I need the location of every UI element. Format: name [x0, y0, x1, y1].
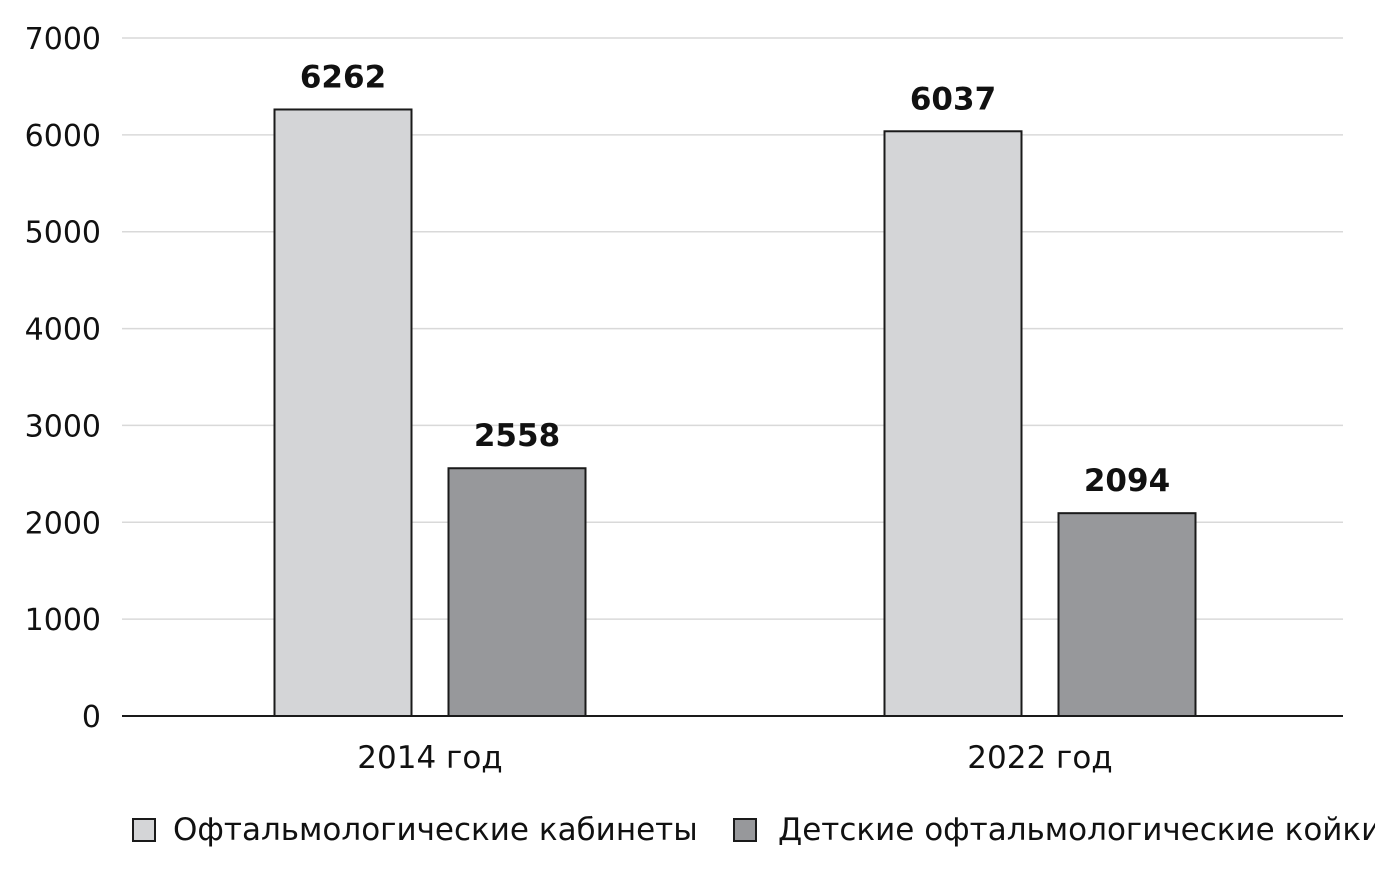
y-tick-label: 7000: [25, 22, 101, 57]
bar: [447, 467, 587, 718]
legend-label: Офтальмологические кабинеты: [173, 812, 698, 848]
y-tick-label: 2000: [25, 506, 101, 541]
bars: 6262 2558 6037 2094: [273, 59, 1197, 718]
y-tick-label: 5000: [25, 216, 101, 251]
legend-swatch: [733, 818, 757, 842]
y-tick-label: 3000: [25, 409, 101, 444]
data-label: 2558: [474, 418, 560, 454]
data-label: 6037: [910, 81, 996, 117]
bar: [273, 108, 413, 717]
y-tick-label: 1000: [25, 603, 101, 638]
y-tick-label: 4000: [25, 313, 101, 348]
bar: [883, 130, 1023, 717]
data-label: 6262: [300, 59, 386, 95]
y-axis: 0 1000 2000 3000 4000 5000 6000 7000: [25, 22, 101, 735]
legend-swatch: [132, 818, 156, 842]
bar: [1057, 512, 1197, 718]
x-axis: 2014 год 2022 год: [122, 715, 1343, 776]
legend-label: Детские офтальмологические койки: [778, 812, 1375, 848]
y-tick-label: 0: [82, 700, 101, 735]
data-label: 2094: [1084, 463, 1170, 499]
legend: Офтальмологические кабинеты Детские офтал…: [132, 812, 1375, 848]
x-tick-label: 2022 год: [967, 740, 1112, 776]
x-tick-label: 2014 год: [357, 740, 502, 776]
y-tick-label: 6000: [25, 119, 101, 154]
